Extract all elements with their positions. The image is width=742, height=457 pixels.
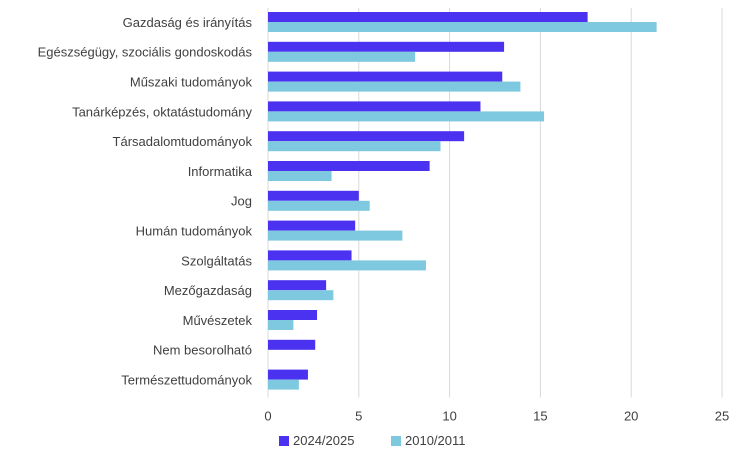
bar-series2-9 <box>268 290 334 301</box>
bar-series2-0 <box>268 22 657 32</box>
category-label: Szolgáltatás <box>181 253 252 268</box>
bar-series2-12 <box>268 379 299 390</box>
category-label: Nem besorolható <box>153 343 252 358</box>
bar-series2-8 <box>268 260 426 271</box>
x-tick-label: 10 <box>442 408 456 423</box>
bar-series1-9 <box>268 280 327 291</box>
category-labels: Gazdaság és irányítás Egészségügy, szociá… <box>38 15 253 388</box>
bar-series2-3 <box>268 111 545 122</box>
x-tick-label: 0 <box>264 408 271 423</box>
category-label: Művészetek <box>183 313 253 328</box>
legend: 2024/2025 2010/2011 <box>279 433 466 448</box>
x-tick-label: 5 <box>355 408 362 423</box>
bar-series1-8 <box>268 250 352 261</box>
x-tick-label: 25 <box>715 408 729 423</box>
x-tick-label: 20 <box>624 408 638 423</box>
category-label: Egészségügy, szociális gondoskodás <box>38 45 253 60</box>
bar-series1-7 <box>268 220 356 231</box>
category-label: Informatika <box>188 164 253 179</box>
legend-label-1: 2024/2025 <box>293 433 354 448</box>
bar-series1-5 <box>268 161 430 171</box>
bar-series1-2 <box>268 71 503 82</box>
bar-series2-4 <box>268 141 441 152</box>
category-label: Gazdaság és irányítás <box>123 15 253 30</box>
category-label: Természettudományok <box>121 373 252 388</box>
legend-swatch-2 <box>391 436 401 446</box>
bar-series1-4 <box>268 131 465 142</box>
bar-series2-5 <box>268 171 332 181</box>
category-label: Társadalomtudományok <box>113 134 253 149</box>
bar-series1-0 <box>268 12 588 22</box>
bar-series2-1 <box>268 51 416 62</box>
category-label: Műszaki tudományok <box>130 75 253 90</box>
bar-series1-3 <box>268 101 481 112</box>
bar-series1-10 <box>268 310 318 320</box>
category-label: Humán tudományok <box>136 224 253 239</box>
bar-series2-2 <box>268 81 521 92</box>
category-label: Tanárképzés, oktatástudomány <box>72 104 252 119</box>
bar-series1-1 <box>268 41 505 52</box>
bar-series1-11 <box>268 339 316 350</box>
legend-swatch-1 <box>279 436 289 446</box>
legend-label-2: 2010/2011 <box>405 433 466 448</box>
bar-series1-6 <box>268 190 359 201</box>
category-label: Jog <box>231 194 252 209</box>
bar-series2-10 <box>268 320 294 330</box>
x-tick-labels: 0 5 10 15 20 25 <box>264 408 729 423</box>
bar-series2-6 <box>268 200 370 211</box>
bar-series2-7 <box>268 230 403 241</box>
bars <box>268 12 657 390</box>
x-tick-label: 15 <box>533 408 547 423</box>
bar-series1-12 <box>268 369 308 380</box>
category-label: Mezőgazdaság <box>164 283 252 298</box>
